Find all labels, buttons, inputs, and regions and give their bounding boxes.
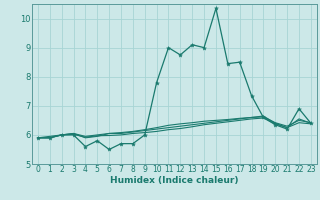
X-axis label: Humidex (Indice chaleur): Humidex (Indice chaleur)	[110, 176, 239, 185]
